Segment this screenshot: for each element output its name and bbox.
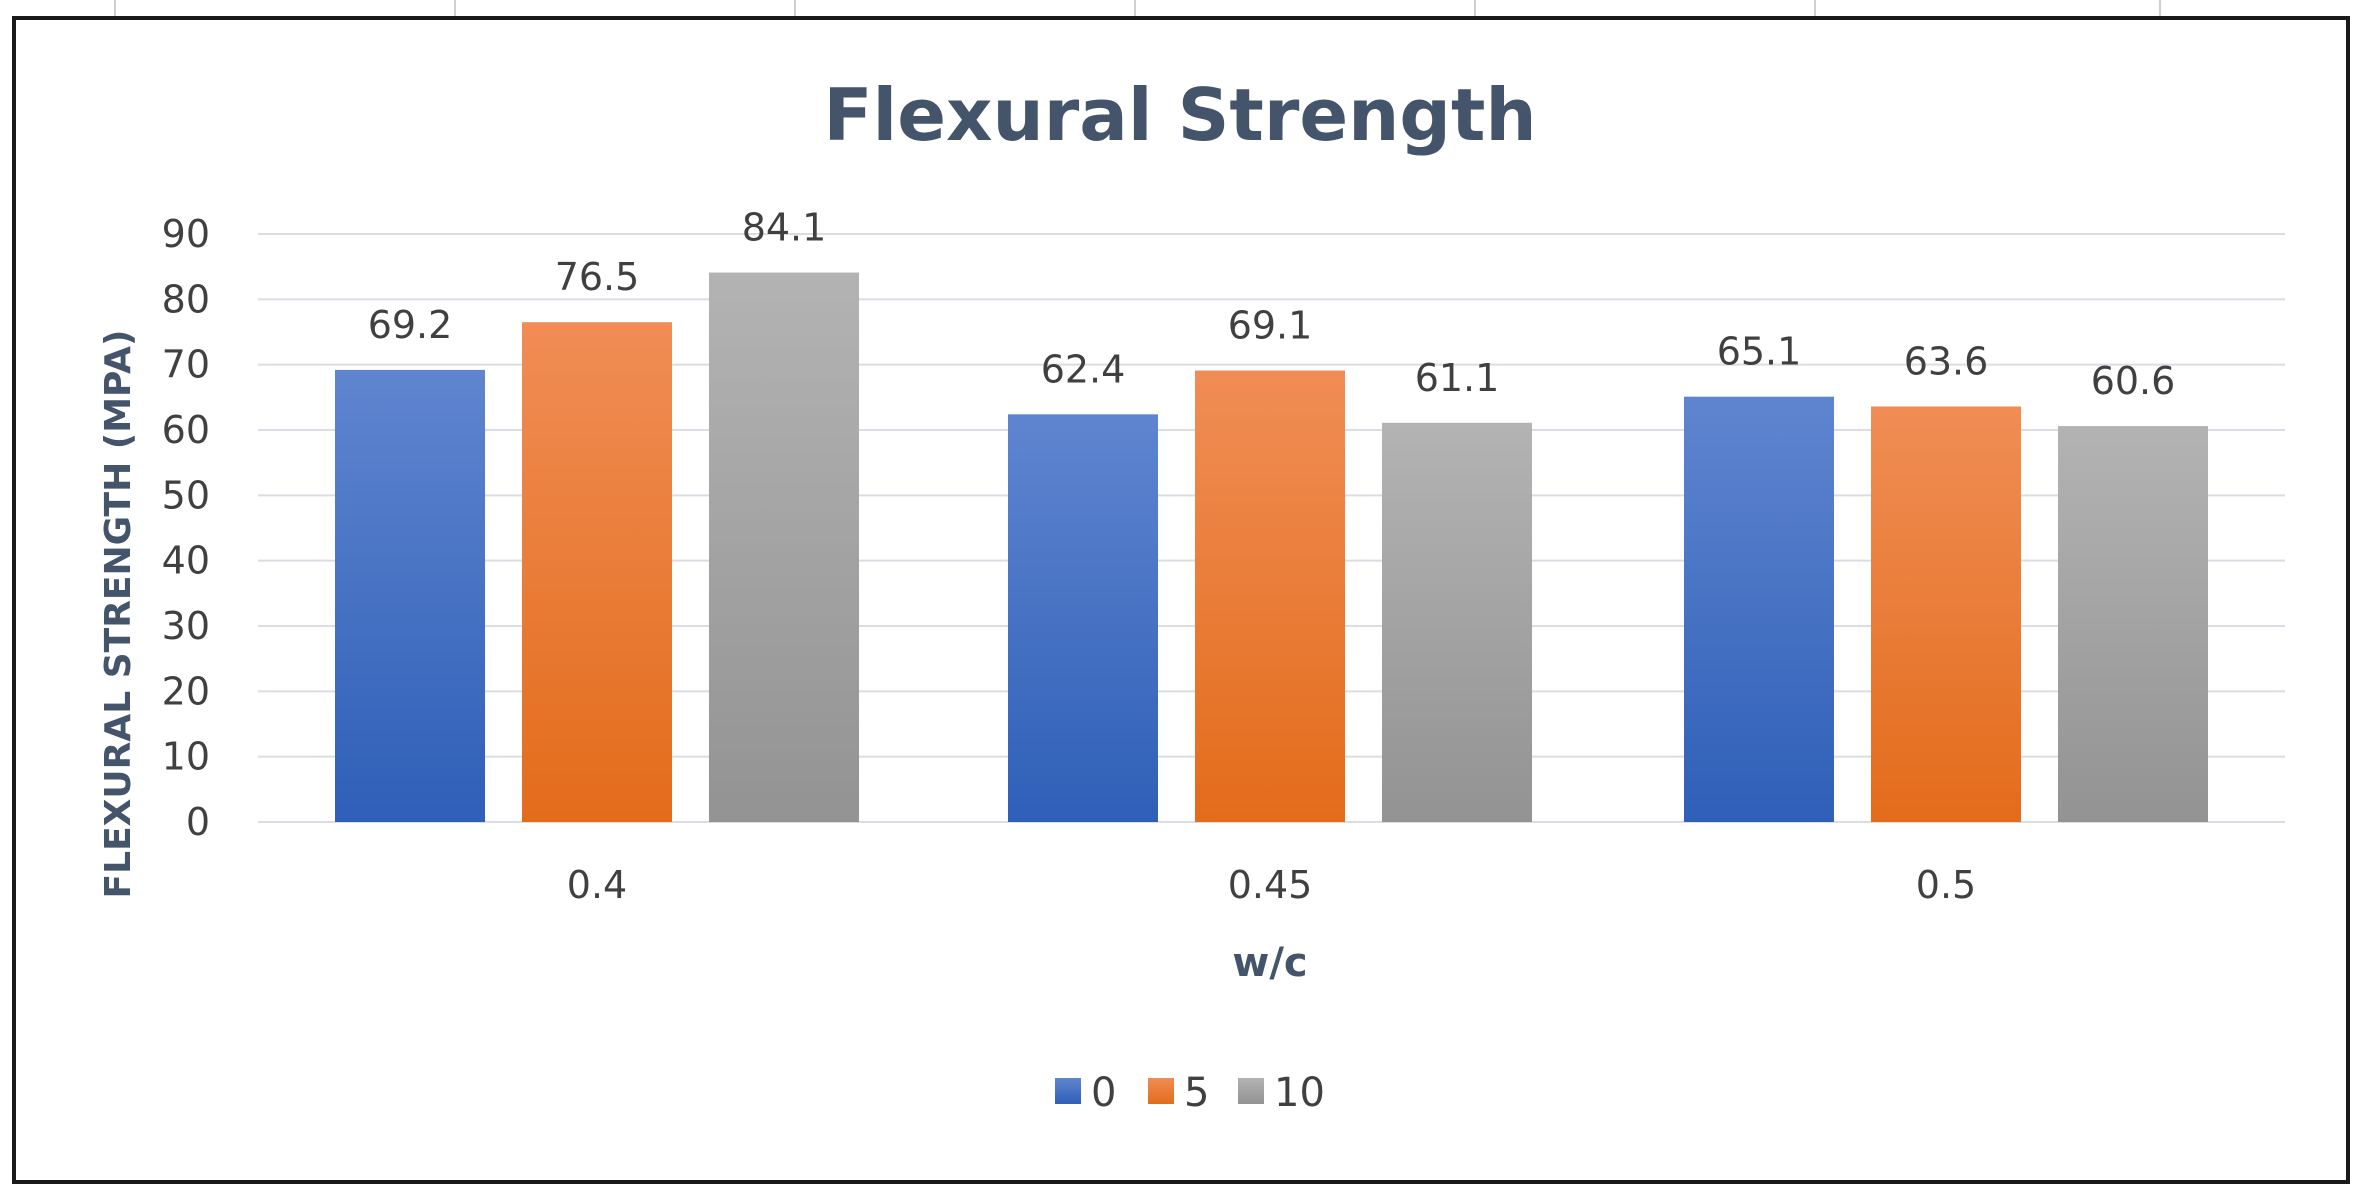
data-label: 69.2 bbox=[368, 303, 453, 347]
data-labels: 69.2 76.5 84.1 62.4 69.1 61.1 65.1 63.6 60.6 bbox=[368, 206, 2176, 404]
legend-label-0: 0 bbox=[1091, 1070, 1116, 1116]
data-label: 69.1 bbox=[1228, 304, 1313, 348]
bar-series-10-0.5 bbox=[2058, 426, 2208, 822]
data-label: 61.1 bbox=[1415, 356, 1500, 400]
y-tick-label: 10 bbox=[162, 735, 210, 779]
x-axis-title: w/c bbox=[1232, 940, 1307, 986]
y-tick-label: 90 bbox=[162, 212, 210, 256]
y-tick-label: 0 bbox=[186, 800, 210, 844]
y-tick-label: 70 bbox=[162, 343, 210, 387]
bar-series-0-0.4 bbox=[335, 369, 485, 822]
y-tick-label: 40 bbox=[162, 539, 210, 583]
bar-series-5-0.4 bbox=[522, 322, 672, 822]
chart-title: Flexural Strength bbox=[823, 73, 1536, 157]
data-label: 63.6 bbox=[1904, 339, 1989, 383]
data-label: 62.4 bbox=[1041, 347, 1126, 391]
x-tick-label: 0.4 bbox=[567, 863, 627, 907]
y-tick-label: 60 bbox=[162, 408, 210, 452]
bar-series-5-0.45 bbox=[1195, 370, 1345, 822]
y-tick-label: 80 bbox=[162, 277, 210, 321]
legend: 0 5 10 bbox=[1055, 1070, 1325, 1116]
bars bbox=[335, 272, 2208, 823]
legend-swatch-5 bbox=[1148, 1078, 1174, 1104]
x-tick-label: 0.45 bbox=[1228, 863, 1313, 907]
legend-swatch-10 bbox=[1238, 1078, 1264, 1104]
bar-series-0-0.5 bbox=[1684, 396, 1834, 822]
bar-series-0-0.45 bbox=[1008, 414, 1158, 822]
x-axis-ticks: 0.4 0.45 0.5 bbox=[567, 863, 1976, 907]
bar-series-10-0.45 bbox=[1382, 422, 1532, 822]
bar-series-10-0.4 bbox=[709, 272, 859, 823]
y-tick-label: 50 bbox=[162, 473, 210, 517]
legend-label-10: 10 bbox=[1274, 1070, 1325, 1116]
data-label: 84.1 bbox=[742, 206, 827, 250]
y-tick-label: 20 bbox=[162, 669, 210, 713]
data-label: 60.6 bbox=[2091, 359, 2176, 403]
data-label: 76.5 bbox=[555, 255, 640, 299]
background-ticks bbox=[114, 0, 2161, 16]
data-label: 65.1 bbox=[1717, 330, 1802, 374]
legend-swatch-0 bbox=[1055, 1078, 1081, 1104]
legend-label-5: 5 bbox=[1184, 1070, 1209, 1116]
x-tick-label: 0.5 bbox=[1916, 863, 1976, 907]
y-tick-label: 30 bbox=[162, 604, 210, 648]
y-axis-title: FLEXURAL STRENGTH (MPA) bbox=[98, 330, 139, 899]
y-axis-ticks: 0 10 20 30 40 50 60 70 80 90 bbox=[162, 212, 210, 844]
bar-series-5-0.5 bbox=[1871, 406, 2021, 822]
